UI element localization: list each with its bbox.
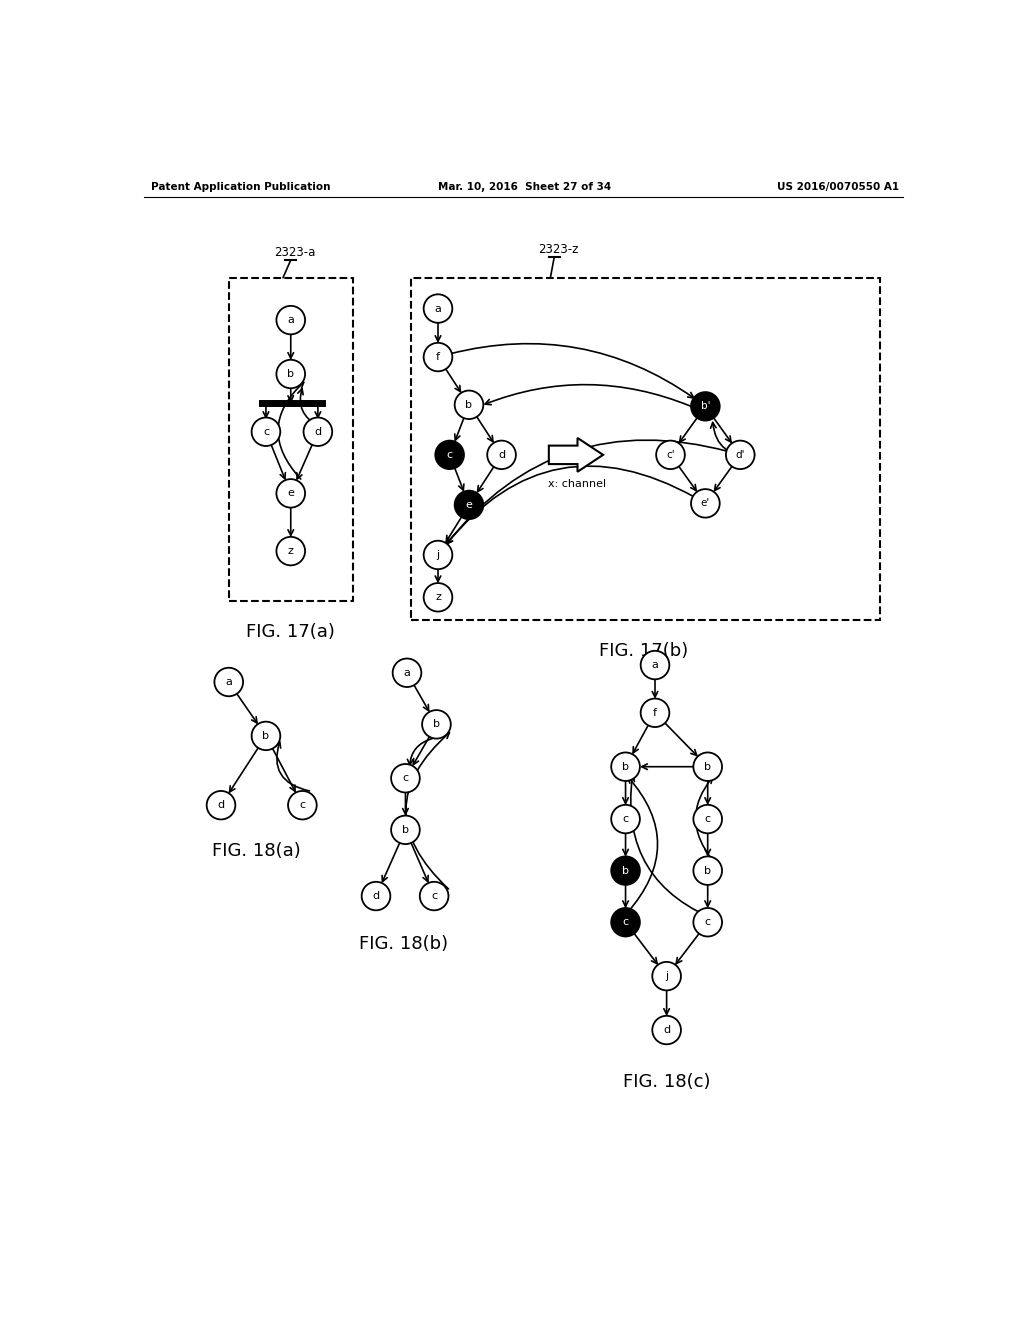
- Text: 2323-z: 2323-z: [538, 243, 579, 256]
- Text: f: f: [653, 708, 657, 718]
- Circle shape: [693, 857, 722, 884]
- Circle shape: [693, 908, 722, 936]
- Text: b: b: [402, 825, 409, 834]
- Text: 2323-a: 2323-a: [274, 246, 315, 259]
- Text: b: b: [288, 370, 294, 379]
- Text: j: j: [665, 972, 669, 981]
- Circle shape: [424, 541, 453, 569]
- Circle shape: [391, 816, 420, 843]
- Text: c: c: [263, 426, 269, 437]
- Text: f: f: [436, 352, 440, 362]
- Text: c: c: [623, 917, 629, 927]
- Circle shape: [214, 668, 243, 696]
- Text: a: a: [434, 304, 441, 314]
- Text: FIG. 18(b): FIG. 18(b): [358, 935, 447, 953]
- Circle shape: [455, 391, 483, 418]
- Text: FIG. 17(b): FIG. 17(b): [599, 643, 688, 660]
- Text: x: channel: x: channel: [549, 479, 606, 490]
- Circle shape: [691, 490, 720, 517]
- Text: d': d': [735, 450, 745, 459]
- Text: c: c: [623, 814, 629, 824]
- Circle shape: [691, 392, 720, 421]
- Text: Patent Application Publication: Patent Application Publication: [152, 182, 331, 191]
- Circle shape: [252, 722, 281, 750]
- Text: c': c': [667, 450, 675, 459]
- Text: Mar. 10, 2016  Sheet 27 of 34: Mar. 10, 2016 Sheet 27 of 34: [438, 182, 611, 191]
- Text: FIG. 17(a): FIG. 17(a): [247, 623, 335, 642]
- Circle shape: [611, 908, 640, 936]
- Circle shape: [611, 752, 640, 781]
- Text: a: a: [225, 677, 232, 686]
- Text: b: b: [622, 762, 629, 772]
- Circle shape: [424, 343, 453, 371]
- Text: d: d: [217, 800, 224, 810]
- Circle shape: [276, 360, 305, 388]
- Circle shape: [252, 417, 281, 446]
- Text: b: b: [433, 719, 440, 730]
- Text: c: c: [705, 814, 711, 824]
- Circle shape: [276, 537, 305, 565]
- Circle shape: [391, 764, 420, 792]
- Circle shape: [303, 417, 332, 446]
- Text: US 2016/0070550 A1: US 2016/0070550 A1: [777, 182, 899, 191]
- Text: c: c: [431, 891, 437, 902]
- Circle shape: [424, 294, 453, 323]
- Circle shape: [424, 583, 453, 611]
- Text: b: b: [705, 866, 712, 875]
- Text: a: a: [403, 668, 411, 677]
- Circle shape: [611, 857, 640, 884]
- Bar: [411, 277, 880, 620]
- Text: b: b: [466, 400, 472, 409]
- Polygon shape: [549, 438, 603, 471]
- Circle shape: [693, 752, 722, 781]
- Text: c: c: [299, 800, 305, 810]
- Text: b: b: [262, 731, 269, 741]
- Circle shape: [435, 441, 464, 469]
- Circle shape: [487, 441, 516, 469]
- Circle shape: [288, 791, 316, 820]
- Circle shape: [276, 306, 305, 334]
- Text: d: d: [314, 426, 322, 437]
- Circle shape: [455, 491, 483, 519]
- Circle shape: [422, 710, 451, 739]
- Text: e: e: [288, 488, 294, 499]
- Bar: [228, 277, 352, 601]
- Text: b: b: [622, 866, 629, 875]
- Circle shape: [693, 805, 722, 833]
- Text: d: d: [498, 450, 505, 459]
- Text: c: c: [402, 774, 409, 783]
- Text: e': e': [700, 499, 710, 508]
- Circle shape: [641, 651, 670, 680]
- Text: c: c: [705, 917, 711, 927]
- Text: c: c: [446, 450, 453, 459]
- Circle shape: [652, 962, 681, 990]
- Text: d: d: [664, 1026, 670, 1035]
- Text: b: b: [705, 762, 712, 772]
- Text: FIG. 18(a): FIG. 18(a): [212, 842, 300, 861]
- Circle shape: [361, 882, 390, 911]
- Circle shape: [611, 805, 640, 833]
- Text: e: e: [466, 500, 472, 510]
- Text: a: a: [651, 660, 658, 671]
- Text: FIG. 18(c): FIG. 18(c): [623, 1073, 711, 1092]
- Circle shape: [276, 479, 305, 508]
- Text: d: d: [373, 891, 380, 902]
- Circle shape: [641, 698, 670, 727]
- Circle shape: [652, 1016, 681, 1044]
- Text: b': b': [700, 401, 710, 412]
- Circle shape: [726, 441, 755, 469]
- Text: j: j: [436, 550, 439, 560]
- Text: z: z: [435, 593, 441, 602]
- Circle shape: [392, 659, 421, 686]
- Text: a: a: [288, 315, 294, 325]
- Circle shape: [420, 882, 449, 911]
- Circle shape: [207, 791, 236, 820]
- Text: z: z: [288, 546, 294, 556]
- Circle shape: [656, 441, 685, 469]
